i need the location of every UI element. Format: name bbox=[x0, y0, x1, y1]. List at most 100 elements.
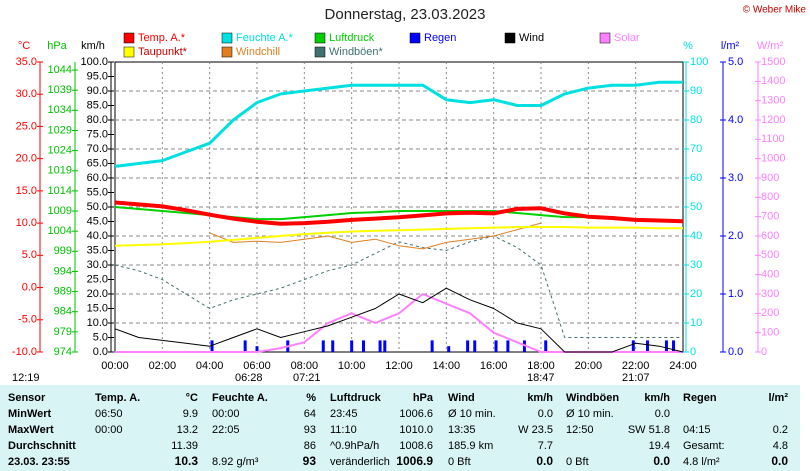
y-tick-label: 500 bbox=[761, 249, 779, 261]
rain-bar bbox=[383, 340, 387, 352]
series-line bbox=[114, 80, 683, 168]
y-tick-label: 1034 bbox=[48, 104, 72, 116]
table-cell: 0.0 bbox=[655, 408, 670, 420]
table-cell: 0.2 bbox=[773, 424, 788, 436]
rain-bar bbox=[506, 340, 510, 352]
axis-title: km/h bbox=[81, 40, 105, 52]
y-tick-label: 999 bbox=[54, 245, 72, 257]
table-cell: 11.39 bbox=[171, 440, 198, 452]
x-tick-label: 00:00 bbox=[101, 360, 129, 372]
y-tick-label: 974 bbox=[54, 346, 72, 358]
table-cell: Gesamt: bbox=[683, 440, 725, 452]
table-cell: MinWert bbox=[8, 408, 52, 420]
credit: © Weber Mike bbox=[743, 5, 807, 16]
y-tick-label: 40 bbox=[690, 230, 702, 242]
table-cell: 0.0 bbox=[653, 454, 670, 468]
y-tick-label: 1039 bbox=[48, 84, 72, 96]
y-tick-label: 300 bbox=[761, 288, 779, 300]
table-cell: 11:10 bbox=[330, 424, 357, 436]
y-tick-label: 20.0 bbox=[87, 288, 108, 300]
sun-time: 12:19 bbox=[12, 372, 40, 384]
sun-time: 18:47 bbox=[527, 372, 555, 384]
y-tick-label: 1000 bbox=[761, 153, 785, 165]
legend-swatch bbox=[221, 32, 233, 44]
legend-swatch bbox=[123, 32, 135, 44]
y-tick-label: 30 bbox=[690, 259, 702, 271]
table-header: Feuchte A. bbox=[212, 392, 268, 404]
legend-label: Luftdruck bbox=[329, 32, 375, 44]
table-header: km/h bbox=[644, 392, 670, 404]
legend-swatch bbox=[599, 32, 611, 44]
table-cell: 23.03. 23:55 bbox=[8, 456, 70, 468]
x-tick-label: 12:00 bbox=[385, 360, 413, 372]
table-header: Luftdruck bbox=[330, 392, 382, 404]
y-tick-label: 55.0 bbox=[87, 186, 108, 198]
y-tick-label: -10.0 bbox=[12, 346, 37, 358]
y-tick-label: 5.0 bbox=[728, 56, 743, 68]
rain-bar bbox=[430, 340, 434, 352]
legend-label: Windchill bbox=[236, 46, 280, 58]
x-tick-label: 06:00 bbox=[243, 360, 271, 372]
x-tick-label: 22:00 bbox=[622, 360, 650, 372]
table-cell: 04:15 bbox=[683, 424, 711, 436]
table-cell: 86 bbox=[304, 440, 316, 452]
y-tick-label: 1019 bbox=[48, 165, 72, 177]
y-tick-label: 0.0 bbox=[93, 346, 108, 358]
rain-bar bbox=[544, 340, 548, 352]
y-tick-label: 75.0 bbox=[87, 128, 108, 140]
y-tick-label: 95.0 bbox=[87, 70, 108, 82]
y-tick-label: 1.0 bbox=[728, 288, 743, 300]
table-cell: Durchschnitt bbox=[8, 440, 76, 452]
y-tick-label: 10.0 bbox=[16, 217, 37, 229]
legend-swatch bbox=[123, 46, 135, 58]
y-tick-label: 30.0 bbox=[87, 259, 108, 271]
y-tick-label: 979 bbox=[54, 326, 72, 338]
table-header: Sensor bbox=[8, 392, 46, 404]
x-tick-label: 18:00 bbox=[527, 360, 555, 372]
y-tick-label: 1200 bbox=[761, 114, 785, 126]
rain-bar bbox=[255, 346, 259, 352]
legend-swatch bbox=[314, 32, 326, 44]
y-tick-label: 1500 bbox=[761, 56, 785, 68]
rain-bar bbox=[494, 340, 498, 352]
table-header: Regen bbox=[683, 392, 717, 404]
table-header: km/h bbox=[527, 392, 553, 404]
table-cell: 4.8 bbox=[773, 440, 788, 452]
legend-label: Solar bbox=[614, 32, 640, 44]
y-tick-label: 5.0 bbox=[22, 249, 37, 261]
chart-title: Donnerstag, 23.03.2023 bbox=[325, 6, 486, 23]
y-tick-label: 0 bbox=[761, 346, 767, 358]
rain-bar bbox=[210, 340, 214, 352]
rain-bar bbox=[672, 340, 676, 352]
y-tick-label: 60.0 bbox=[87, 172, 108, 184]
y-tick-label: 900 bbox=[761, 172, 779, 184]
legend-label: Feuchte A.* bbox=[236, 32, 294, 44]
table-cell: ^0.9hPa/h bbox=[330, 440, 379, 452]
x-tick-label: 16:00 bbox=[480, 360, 508, 372]
y-tick-label: 2.0 bbox=[728, 230, 743, 242]
x-tick-label: 24:00 bbox=[669, 360, 697, 372]
y-tick-label: 400 bbox=[761, 269, 779, 281]
rain-bar bbox=[466, 340, 470, 352]
y-tick-label: 10 bbox=[690, 317, 702, 329]
series-line bbox=[114, 200, 684, 226]
y-tick-label: 984 bbox=[54, 306, 72, 318]
y-tick-label: 10.0 bbox=[87, 317, 108, 329]
y-tick-label: 85.0 bbox=[87, 99, 108, 111]
y-tick-label: 100 bbox=[690, 56, 708, 68]
table-cell: 64 bbox=[304, 408, 316, 420]
series-line bbox=[209, 222, 542, 250]
y-tick-label: 60 bbox=[690, 172, 702, 184]
table-header: Wind bbox=[448, 392, 475, 404]
legend-label: Temp. A.* bbox=[138, 32, 186, 44]
legend-swatch bbox=[314, 46, 326, 58]
table-cell: 4.8 l/m² bbox=[683, 456, 720, 468]
table-cell: 19.4 bbox=[649, 440, 670, 452]
y-tick-label: 1014 bbox=[48, 185, 72, 197]
y-tick-label: 0 bbox=[690, 346, 696, 358]
rain-bar bbox=[447, 346, 451, 352]
y-tick-label: 700 bbox=[761, 211, 779, 223]
table-header: °C bbox=[186, 392, 198, 404]
legend-swatch bbox=[221, 46, 233, 58]
table-cell: 06:50 bbox=[95, 408, 123, 420]
